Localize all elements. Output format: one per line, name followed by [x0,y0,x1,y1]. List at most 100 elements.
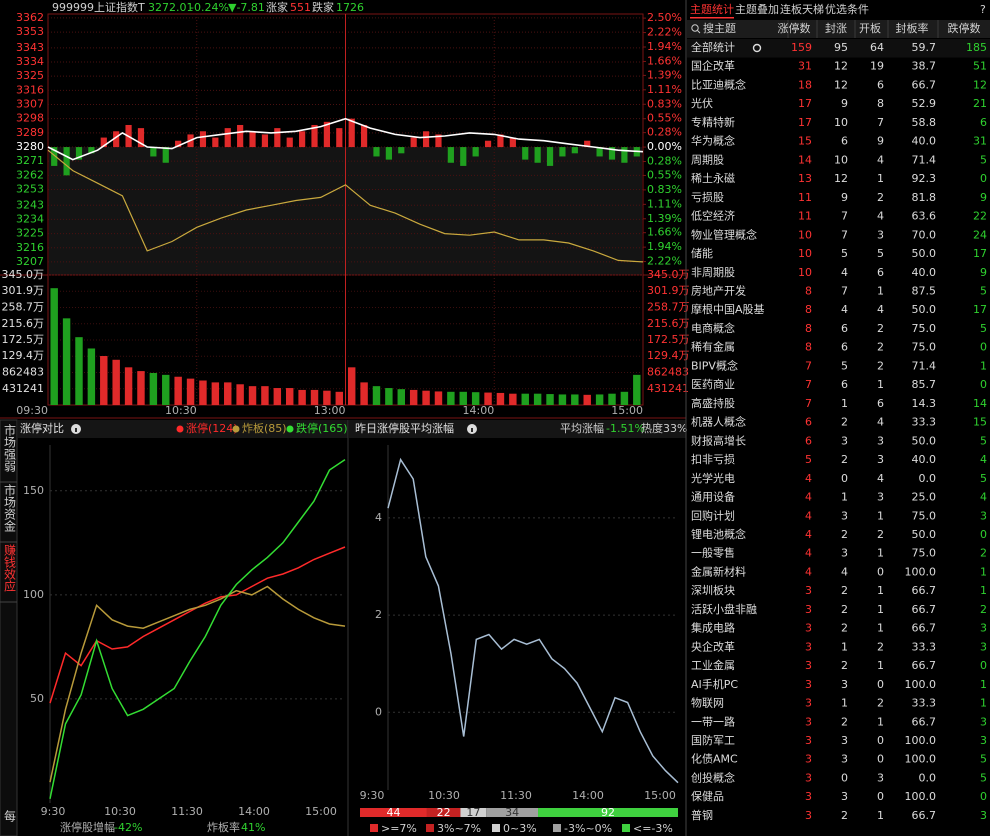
theme-name: 光学光电 [691,471,735,485]
price-tick-label: 3234 [16,212,44,225]
quote-down: 1726 [336,1,364,14]
theme-cell: 3 [805,790,812,803]
price-tick-label: 3325 [16,69,44,82]
theme-cell: 18 [798,78,812,91]
theme-cell: 100.0 [905,753,937,766]
volume-bar [583,394,591,405]
theme-cell: 3 [841,753,848,766]
volume-bar [447,391,455,405]
theme-cell: 52.9 [912,97,937,110]
breadth-bar [422,131,430,148]
theme-cell: 81.8 [912,191,937,204]
price-tick-label: 3334 [16,55,44,68]
volume-bar [422,390,430,405]
volume-bar [496,392,505,405]
theme-cell: 4 [841,303,848,316]
theme-cell: 75.0 [912,341,937,354]
breadth-bar [299,131,306,148]
search-icon[interactable] [691,24,699,32]
theme-cell: 15 [798,135,812,148]
theme-cell: 2 [841,416,848,429]
breadth-bar [249,131,256,148]
theme-cell: 0.0 [919,472,937,485]
side-tabs [0,419,18,836]
theme-cell: 66.7 [912,622,937,635]
theme-cell: 159 [791,41,812,54]
breadth-bar [137,128,145,148]
pct-tick-label: 1.94% [647,40,682,53]
theme-cell: 2 [841,584,848,597]
theme-cell: 7 [841,284,848,297]
theme-name: 房地产开发 [691,283,746,297]
theme-cell: 6 [805,416,812,429]
theme-cell: 0 [980,659,987,672]
volume-bar [211,382,220,405]
volume-bar [286,388,294,405]
x-tick-label: 9:30 [41,805,66,818]
theme-cell: 17 [798,116,812,129]
time-label: 14:00 [463,404,495,417]
theme-cell: 3 [805,809,812,822]
x-tick-label: 10:30 [428,789,460,802]
theme-cell: 71.4 [912,153,937,166]
theme-cell: 5 [980,771,987,784]
theme-cell: 4 [805,491,812,504]
quote-up: 551 [290,1,311,14]
theme-cell: 8 [877,97,884,110]
theme-name: 扣非亏损 [691,452,735,466]
time-label: 10:30 [165,404,197,417]
series-line [49,546,346,704]
volume-bar [533,393,542,405]
price-tick-label: 3207 [16,255,44,268]
volume-tick-label: 215.6万 [647,317,690,330]
theme-cell: 6 [805,434,812,447]
theme-cell: 2 [841,603,848,616]
theme-cell: 1 [841,697,848,710]
breadth-bar [274,128,281,148]
time-label: 13:00 [314,404,346,417]
theme-cell: 8 [805,303,812,316]
theme-name: 财报高增长 [691,433,746,447]
distribution-value: 92 [601,806,615,819]
volume-bar [50,288,58,405]
price-tick-label: 3225 [16,227,44,240]
theme-cell: 12 [973,78,987,91]
volume-bar [471,392,480,405]
volume-bar [298,389,306,405]
pct-tick-label: 1.39% [647,212,682,225]
pct-tick-label: 1.11% [647,197,682,210]
column-header: 开板 [859,21,881,35]
price-tick-label: 3271 [16,154,44,167]
table-header [687,20,990,38]
theme-cell: 0 [980,378,987,391]
theme-cell: 9 [841,97,848,110]
theme-name: 专精特新 [691,115,735,129]
theme-cell: 2 [841,715,848,728]
quote-price: 3272.01 [148,1,194,14]
theme-cell: 66.7 [912,715,937,728]
theme-tab: 连板天梯 [780,2,824,16]
theme-name: 国防军工 [691,733,735,747]
distribution-value: 34 [505,806,519,819]
theme-cell: 0 [877,734,884,747]
time-label: 15:00 [611,404,643,417]
volume-bar [137,371,145,405]
column-header: 搜主题 [703,21,736,35]
breadth-bar [162,147,169,163]
theme-cell: 66.7 [912,659,937,672]
theme-cell: 2 [877,640,884,653]
breadth-bar [212,137,219,148]
theme-name: 一带一路 [691,715,735,728]
theme-cell: 10 [798,266,812,279]
panel-title: 昨日涨停股平均涨幅 [355,421,454,435]
theme-cell: 6 [841,322,848,335]
volume-tick-label: 129.4万 [2,349,45,362]
theme-cell: 3 [805,584,812,597]
theme-cell: 3 [805,603,812,616]
heat-label: 热度33% [641,421,687,435]
legend-dot [232,425,240,433]
x-tick-label: 9:30 [360,789,385,802]
theme-cell: 4 [980,491,987,504]
theme-cell: 7 [805,397,812,410]
breadth-bar [323,121,331,148]
